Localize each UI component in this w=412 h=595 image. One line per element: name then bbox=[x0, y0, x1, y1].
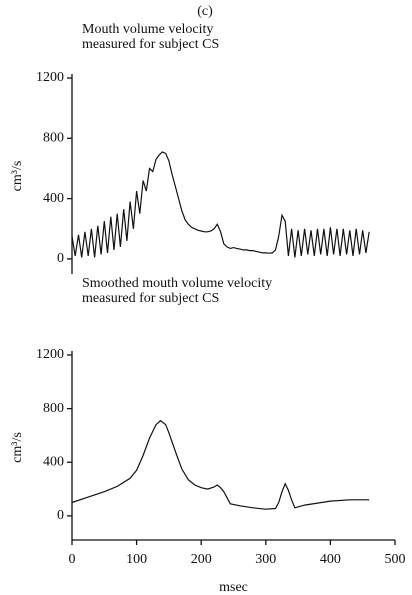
y-tick-label: 800 bbox=[43, 131, 64, 146]
x-axis-label: msec bbox=[219, 580, 248, 595]
chart-title: measured for subject CS bbox=[82, 291, 219, 306]
line-series bbox=[71, 419, 370, 510]
chart-title: Smoothed mouth volume velocity bbox=[82, 276, 272, 291]
x-tick-label: 500 bbox=[385, 552, 406, 567]
y-tick-label: 1200 bbox=[36, 70, 64, 85]
x-tick-label: 100 bbox=[126, 552, 147, 567]
y-tick-label: 400 bbox=[43, 454, 64, 469]
panel-label: (c) bbox=[197, 4, 213, 19]
x-tick-label: 400 bbox=[320, 552, 341, 567]
y-tick-label: 0 bbox=[57, 508, 64, 523]
x-tick-label: 0 bbox=[69, 552, 76, 567]
y-axis-label: cm³/s bbox=[10, 432, 25, 463]
y-tick-label: 400 bbox=[43, 191, 64, 206]
x-tick-label: 200 bbox=[191, 552, 212, 567]
y-tick-label: 0 bbox=[57, 251, 64, 266]
y-tick-label: 1200 bbox=[36, 347, 64, 362]
line-series bbox=[71, 151, 370, 258]
x-tick-label: 300 bbox=[255, 552, 276, 567]
y-tick-label: 800 bbox=[43, 401, 64, 416]
y-axis-label: cm³/s bbox=[10, 161, 25, 192]
chart-title: Mouth volume velocity bbox=[82, 22, 213, 37]
chart-title: measured for subject CS bbox=[82, 37, 219, 52]
